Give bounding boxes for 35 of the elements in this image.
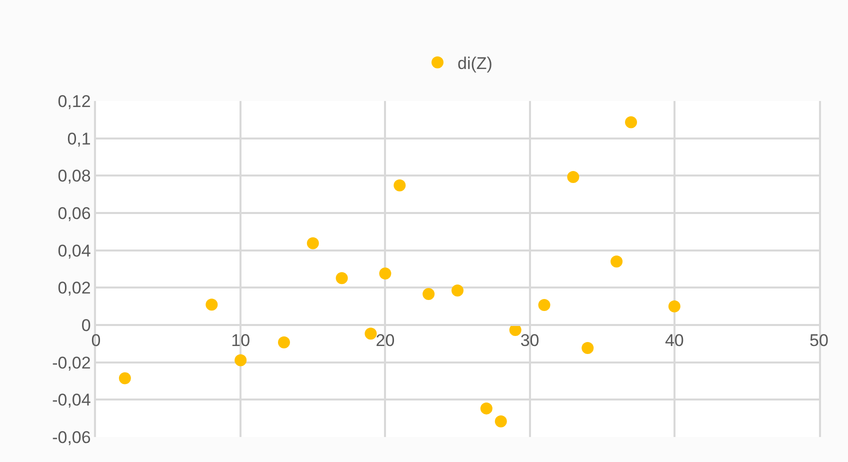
- point: [336, 272, 348, 284]
- point: [234, 354, 247, 366]
- point: [379, 267, 392, 280]
- y-tick-label: -0,04: [52, 390, 91, 410]
- point: [480, 402, 492, 414]
- y-tick-label: -0,06: [52, 428, 91, 447]
- x-tick-label: 40: [664, 331, 684, 350]
- point: [668, 300, 680, 312]
- legend-label: di(Z): [458, 54, 492, 74]
- point: [422, 288, 435, 300]
- point: [452, 284, 464, 296]
- point: [582, 342, 594, 354]
- x-tick-label: 10: [231, 331, 250, 350]
- point: [625, 116, 638, 128]
- point: [394, 179, 406, 192]
- point: [364, 328, 377, 340]
- y-tick-label: 0,04: [58, 241, 91, 260]
- x-tick-label: 20: [376, 331, 395, 350]
- y-tick-label: 0,02: [58, 278, 91, 298]
- x-tick-label: 50: [810, 331, 828, 350]
- y-tick-label: 0,06: [58, 204, 91, 223]
- point: [306, 237, 319, 250]
- y-tick-label: 0,08: [58, 166, 91, 186]
- point: [206, 298, 218, 311]
- y-tick-label: 0: [81, 316, 91, 335]
- y-tick-label: 0,12: [58, 92, 91, 111]
- point: [610, 256, 623, 268]
- y-tick-label: -0,02: [52, 353, 91, 372]
- point: [494, 415, 507, 428]
- point: [278, 336, 290, 348]
- y-tick-label: 0,1: [67, 129, 91, 148]
- point: [118, 372, 131, 384]
- point: [538, 299, 550, 312]
- x-tick-label: 30: [520, 331, 540, 350]
- point: [567, 170, 580, 183]
